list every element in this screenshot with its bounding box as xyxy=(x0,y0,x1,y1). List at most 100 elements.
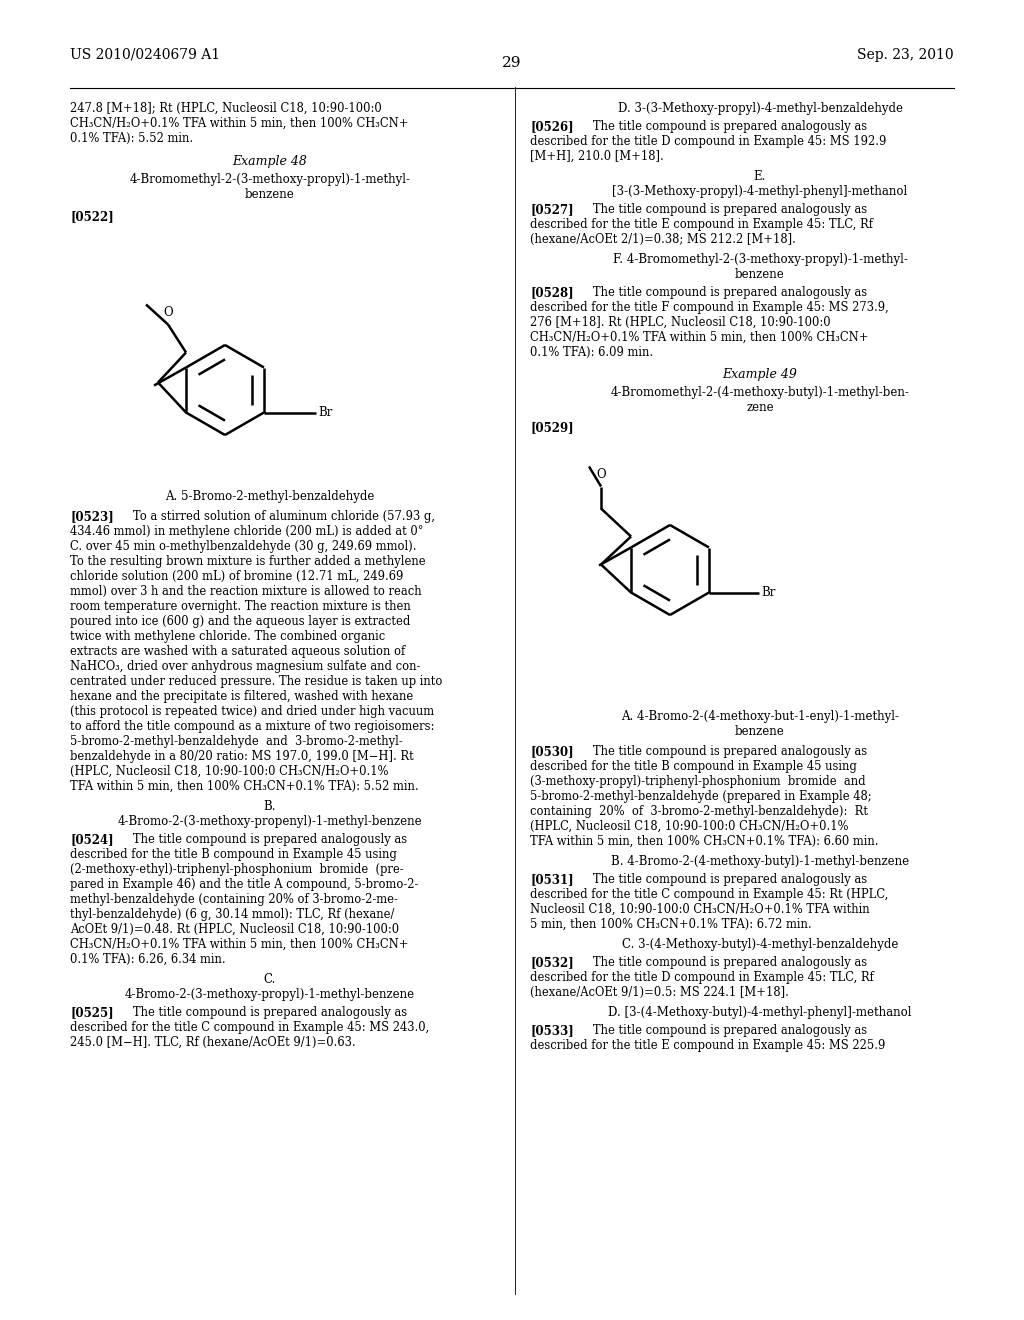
Text: TFA within 5 min, then 100% CH₃CN+0.1% TFA): 6.60 min.: TFA within 5 min, then 100% CH₃CN+0.1% T… xyxy=(530,836,879,847)
Text: [M+H], 210.0 [M+18].: [M+H], 210.0 [M+18]. xyxy=(530,150,664,162)
Text: The title compound is prepared analogously as: The title compound is prepared analogous… xyxy=(582,120,867,133)
Text: described for the title D compound in Example 45: MS 192.9: described for the title D compound in Ex… xyxy=(530,135,887,148)
Text: D. [3-(4-Methoxy-butyl)-4-methyl-phenyl]-methanol: D. [3-(4-Methoxy-butyl)-4-methyl-phenyl]… xyxy=(608,1006,911,1019)
Text: (HPLC, Nucleosil C18, 10:90-100:0 CH₃CN/H₂O+0.1%: (HPLC, Nucleosil C18, 10:90-100:0 CH₃CN/… xyxy=(70,766,388,777)
Text: F. 4-Bromomethyl-2-(3-methoxy-propyl)-1-methyl-: F. 4-Bromomethyl-2-(3-methoxy-propyl)-1-… xyxy=(612,253,907,267)
Text: 245.0 [M−H]. TLC, Rf (hexane/AcOEt 9/1)=0.63.: 245.0 [M−H]. TLC, Rf (hexane/AcOEt 9/1)=… xyxy=(70,1036,355,1049)
Text: 276 [M+18]. Rt (HPLC, Nucleosil C18, 10:90-100:0: 276 [M+18]. Rt (HPLC, Nucleosil C18, 10:… xyxy=(530,315,830,329)
Text: (2-methoxy-ethyl)-triphenyl-phosphonium  bromide  (pre-: (2-methoxy-ethyl)-triphenyl-phosphonium … xyxy=(70,863,403,876)
Text: described for the title C compound in Example 45: MS 243.0,: described for the title C compound in Ex… xyxy=(70,1020,429,1034)
Text: (hexane/AcOEt 2/1)=0.38; MS 212.2 [M+18].: (hexane/AcOEt 2/1)=0.38; MS 212.2 [M+18]… xyxy=(530,234,796,246)
Text: C. over 45 min o-methylbenzaldehyde (30 g, 249.69 mmol).: C. over 45 min o-methylbenzaldehyde (30 … xyxy=(70,540,417,553)
Text: 0.1% TFA): 5.52 min.: 0.1% TFA): 5.52 min. xyxy=(70,132,194,145)
Text: The title compound is prepared analogously as: The title compound is prepared analogous… xyxy=(582,1024,867,1038)
Text: NaHCO₃, dried over anhydrous magnesium sulfate and con-: NaHCO₃, dried over anhydrous magnesium s… xyxy=(70,660,421,673)
Text: [0529]: [0529] xyxy=(530,421,573,434)
Text: The title compound is prepared analogously as: The title compound is prepared analogous… xyxy=(582,286,867,300)
Text: D. 3-(3-Methoxy-propyl)-4-methyl-benzaldehyde: D. 3-(3-Methoxy-propyl)-4-methyl-benzald… xyxy=(617,102,902,115)
Text: 5-bromo-2-methyl-benzaldehyde (prepared in Example 48;: 5-bromo-2-methyl-benzaldehyde (prepared … xyxy=(530,789,871,803)
Text: [0526]: [0526] xyxy=(530,120,573,133)
Text: benzene: benzene xyxy=(735,268,784,281)
Text: 4-Bromo-2-(3-methoxy-propenyl)-1-methyl-benzene: 4-Bromo-2-(3-methoxy-propenyl)-1-methyl-… xyxy=(118,814,422,828)
Text: Br: Br xyxy=(318,407,333,418)
Text: centrated under reduced pressure. The residue is taken up into: centrated under reduced pressure. The re… xyxy=(70,675,442,688)
Text: 4-Bromomethyl-2-(4-methoxy-butyl)-1-methyl-ben-: 4-Bromomethyl-2-(4-methoxy-butyl)-1-meth… xyxy=(610,385,909,399)
Text: The title compound is prepared analogously as: The title compound is prepared analogous… xyxy=(122,833,408,846)
Text: Sep. 23, 2010: Sep. 23, 2010 xyxy=(857,48,954,62)
Text: 4-Bromo-2-(3-methoxy-propyl)-1-methyl-benzene: 4-Bromo-2-(3-methoxy-propyl)-1-methyl-be… xyxy=(125,987,415,1001)
Text: CH₃CN/H₂O+0.1% TFA within 5 min, then 100% CH₃CN+: CH₃CN/H₂O+0.1% TFA within 5 min, then 10… xyxy=(530,331,868,345)
Text: thyl-benzaldehyde) (6 g, 30.14 mmol): TLC, Rf (hexane/: thyl-benzaldehyde) (6 g, 30.14 mmol): TL… xyxy=(70,908,394,921)
Text: pared in Example 46) and the title A compound, 5-bromo-2-: pared in Example 46) and the title A com… xyxy=(70,878,419,891)
Text: [0522]: [0522] xyxy=(70,210,114,223)
Text: described for the title B compound in Example 45 using: described for the title B compound in Ex… xyxy=(530,760,857,774)
Text: mmol) over 3 h and the reaction mixture is allowed to reach: mmol) over 3 h and the reaction mixture … xyxy=(70,585,422,598)
Text: To the resulting brown mixture is further added a methylene: To the resulting brown mixture is furthe… xyxy=(70,554,426,568)
Text: [0523]: [0523] xyxy=(70,510,114,523)
Text: to afford the title compound as a mixture of two regioisomers:: to afford the title compound as a mixtur… xyxy=(70,719,434,733)
Text: CH₃CN/H₂O+0.1% TFA within 5 min, then 100% CH₃CN+: CH₃CN/H₂O+0.1% TFA within 5 min, then 10… xyxy=(70,117,409,129)
Text: methyl-benzaldehyde (containing 20% of 3-bromo-2-me-: methyl-benzaldehyde (containing 20% of 3… xyxy=(70,894,398,906)
Text: B. 4-Bromo-2-(4-methoxy-butyl)-1-methyl-benzene: B. 4-Bromo-2-(4-methoxy-butyl)-1-methyl-… xyxy=(611,855,909,869)
Text: 4-Bromomethyl-2-(3-methoxy-propyl)-1-methyl-: 4-Bromomethyl-2-(3-methoxy-propyl)-1-met… xyxy=(129,173,411,186)
Text: AcOEt 9/1)=0.48. Rt (HPLC, Nucleosil C18, 10:90-100:0: AcOEt 9/1)=0.48. Rt (HPLC, Nucleosil C18… xyxy=(70,923,399,936)
Text: described for the title D compound in Example 45: TLC, Rf: described for the title D compound in Ex… xyxy=(530,972,873,983)
Text: extracts are washed with a saturated aqueous solution of: extracts are washed with a saturated aqu… xyxy=(70,645,406,657)
Text: C. 3-(4-Methoxy-butyl)-4-methyl-benzaldehyde: C. 3-(4-Methoxy-butyl)-4-methyl-benzalde… xyxy=(622,939,898,950)
Text: B.: B. xyxy=(264,800,276,813)
Text: described for the title C compound in Example 45: Rt (HPLC,: described for the title C compound in Ex… xyxy=(530,888,889,902)
Text: benzene: benzene xyxy=(735,725,784,738)
Text: 434.46 mmol) in methylene chloride (200 mL) is added at 0°: 434.46 mmol) in methylene chloride (200 … xyxy=(70,525,424,539)
Text: TFA within 5 min, then 100% CH₃CN+0.1% TFA): 5.52 min.: TFA within 5 min, then 100% CH₃CN+0.1% T… xyxy=(70,780,419,793)
Text: (hexane/AcOEt 9/1)=0.5: MS 224.1 [M+18].: (hexane/AcOEt 9/1)=0.5: MS 224.1 [M+18]. xyxy=(530,986,788,999)
Text: zene: zene xyxy=(746,401,774,414)
Text: 0.1% TFA): 6.09 min.: 0.1% TFA): 6.09 min. xyxy=(530,346,653,359)
Text: (this protocol is repeated twice) and dried under high vacuum: (this protocol is repeated twice) and dr… xyxy=(70,705,434,718)
Text: E.: E. xyxy=(754,170,766,183)
Text: (3-methoxy-propyl)-triphenyl-phosphonium  bromide  and: (3-methoxy-propyl)-triphenyl-phosphonium… xyxy=(530,775,865,788)
Text: Nucleosil C18, 10:90-100:0 CH₃CN/H₂O+0.1% TFA within: Nucleosil C18, 10:90-100:0 CH₃CN/H₂O+0.1… xyxy=(530,903,869,916)
Text: Example 49: Example 49 xyxy=(723,368,798,381)
Text: The title compound is prepared analogously as: The title compound is prepared analogous… xyxy=(582,203,867,216)
Text: 5 min, then 100% CH₃CN+0.1% TFA): 6.72 min.: 5 min, then 100% CH₃CN+0.1% TFA): 6.72 m… xyxy=(530,917,812,931)
Text: O: O xyxy=(163,305,173,318)
Text: described for the title E compound in Example 45: MS 225.9: described for the title E compound in Ex… xyxy=(530,1039,886,1052)
Text: US 2010/0240679 A1: US 2010/0240679 A1 xyxy=(70,48,220,62)
Text: Br: Br xyxy=(761,586,775,599)
Text: chloride solution (200 mL) of bromine (12.71 mL, 249.69: chloride solution (200 mL) of bromine (1… xyxy=(70,570,403,583)
Text: [0525]: [0525] xyxy=(70,1006,114,1019)
Text: The title compound is prepared analogously as: The title compound is prepared analogous… xyxy=(582,956,867,969)
Text: C.: C. xyxy=(264,973,276,986)
Text: [0524]: [0524] xyxy=(70,833,114,846)
Text: The title compound is prepared analogously as: The title compound is prepared analogous… xyxy=(582,873,867,886)
Text: benzaldehyde in a 80/20 ratio: MS 197.0, 199.0 [M−H]. Rt: benzaldehyde in a 80/20 ratio: MS 197.0,… xyxy=(70,750,414,763)
Text: 0.1% TFA): 6.26, 6.34 min.: 0.1% TFA): 6.26, 6.34 min. xyxy=(70,953,225,966)
Text: described for the title F compound in Example 45: MS 273.9,: described for the title F compound in Ex… xyxy=(530,301,889,314)
Text: [0533]: [0533] xyxy=(530,1024,573,1038)
Text: O: O xyxy=(596,469,606,482)
Text: [0532]: [0532] xyxy=(530,956,573,969)
Text: containing  20%  of  3-bromo-2-methyl-benzaldehyde):  Rt: containing 20% of 3-bromo-2-methyl-benza… xyxy=(530,805,868,818)
Text: To a stirred solution of aluminum chloride (57.93 g,: To a stirred solution of aluminum chlori… xyxy=(122,510,435,523)
Text: CH₃CN/H₂O+0.1% TFA within 5 min, then 100% CH₃CN+: CH₃CN/H₂O+0.1% TFA within 5 min, then 10… xyxy=(70,939,409,950)
Text: Example 48: Example 48 xyxy=(232,154,307,168)
Text: [3-(3-Methoxy-propyl)-4-methyl-phenyl]-methanol: [3-(3-Methoxy-propyl)-4-methyl-phenyl]-m… xyxy=(612,185,907,198)
Text: (HPLC, Nucleosil C18, 10:90-100:0 CH₃CN/H₂O+0.1%: (HPLC, Nucleosil C18, 10:90-100:0 CH₃CN/… xyxy=(530,820,849,833)
Text: [0528]: [0528] xyxy=(530,286,573,300)
Text: The title compound is prepared analogously as: The title compound is prepared analogous… xyxy=(122,1006,408,1019)
Text: described for the title E compound in Example 45: TLC, Rf: described for the title E compound in Ex… xyxy=(530,218,873,231)
Text: room temperature overnight. The reaction mixture is then: room temperature overnight. The reaction… xyxy=(70,601,411,612)
Text: benzene: benzene xyxy=(245,187,295,201)
Text: described for the title B compound in Example 45 using: described for the title B compound in Ex… xyxy=(70,847,397,861)
Text: 29: 29 xyxy=(502,55,522,70)
Text: twice with methylene chloride. The combined organic: twice with methylene chloride. The combi… xyxy=(70,630,385,643)
Text: [0527]: [0527] xyxy=(530,203,573,216)
Text: [0531]: [0531] xyxy=(530,873,573,886)
Text: A. 5-Bromo-2-methyl-benzaldehyde: A. 5-Bromo-2-methyl-benzaldehyde xyxy=(165,490,375,503)
Text: 5-bromo-2-methyl-benzaldehyde  and  3-bromo-2-methyl-: 5-bromo-2-methyl-benzaldehyde and 3-brom… xyxy=(70,735,402,748)
Text: 247.8 [M+18]; Rt (HPLC, Nucleosil C18, 10:90-100:0: 247.8 [M+18]; Rt (HPLC, Nucleosil C18, 1… xyxy=(70,102,382,115)
Text: A. 4-Bromo-2-(4-methoxy-but-1-enyl)-1-methyl-: A. 4-Bromo-2-(4-methoxy-but-1-enyl)-1-me… xyxy=(621,710,899,723)
Text: The title compound is prepared analogously as: The title compound is prepared analogous… xyxy=(582,744,867,758)
Text: [0530]: [0530] xyxy=(530,744,573,758)
Text: hexane and the precipitate is filtered, washed with hexane: hexane and the precipitate is filtered, … xyxy=(70,690,414,704)
